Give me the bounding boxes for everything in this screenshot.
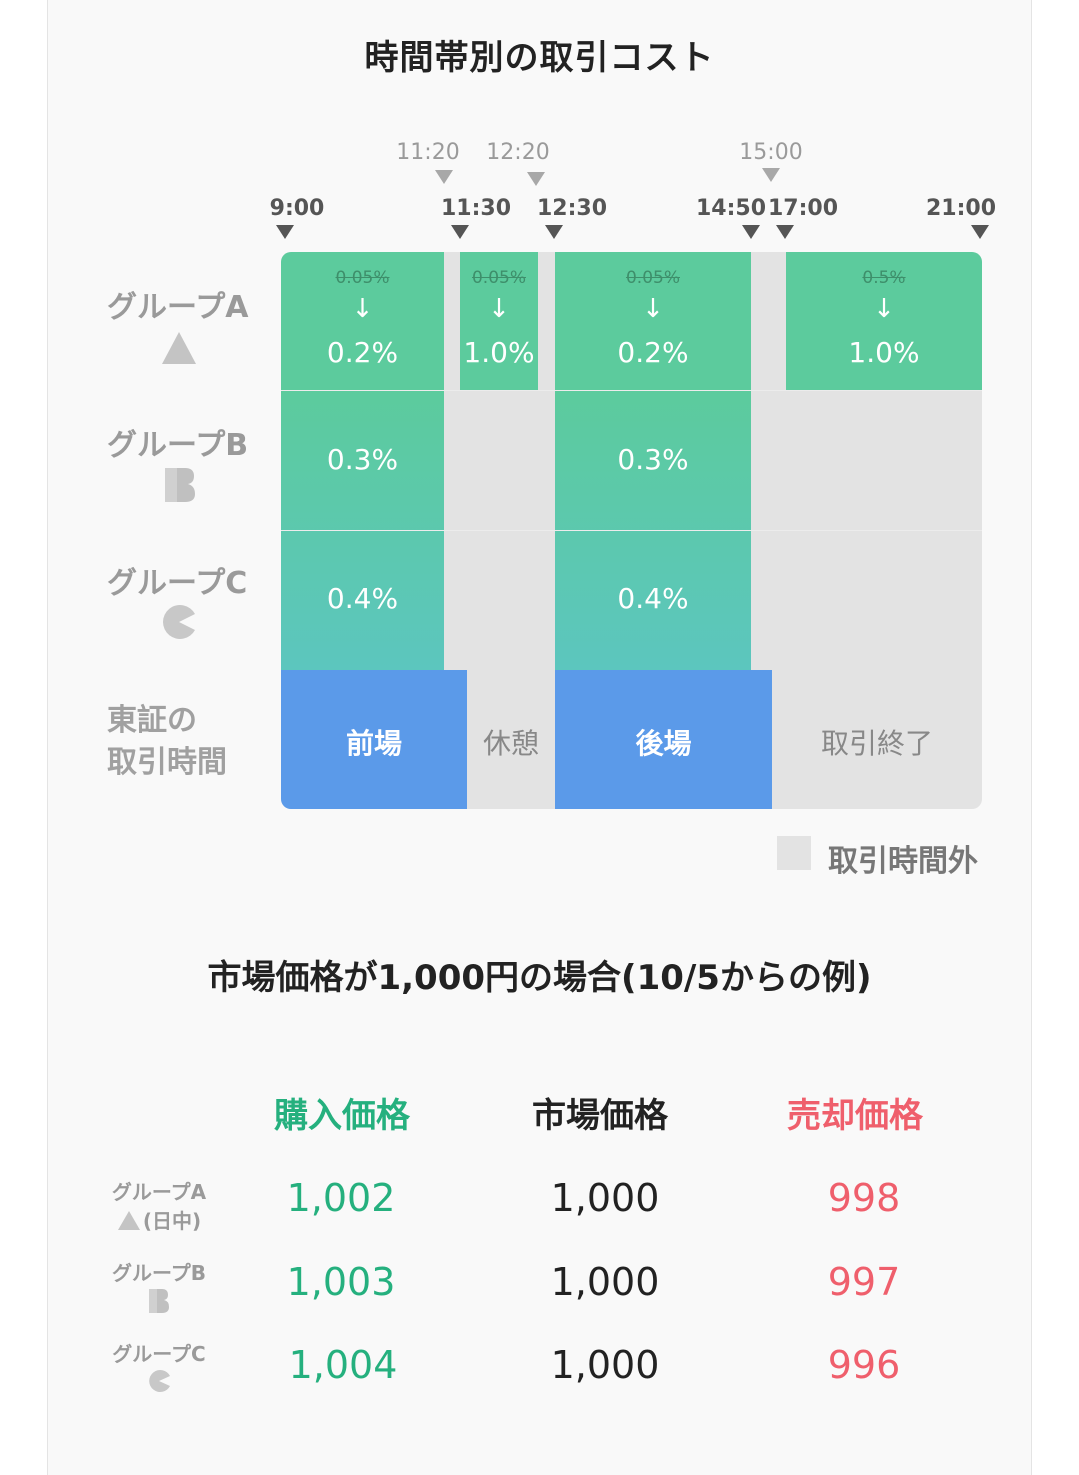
pacman-icon bbox=[163, 605, 195, 639]
time-label-2100: 21:00 bbox=[925, 196, 997, 221]
group-b-rate-afternoon: 0.3% bbox=[617, 443, 689, 476]
session-afternoon-label: 後場 bbox=[635, 727, 692, 760]
buy-price-c: 1,004 bbox=[288, 1343, 398, 1387]
new-rate: 1.0% bbox=[463, 336, 535, 369]
legend-label-off-hours: 取引時間外 bbox=[828, 844, 978, 879]
session-morning-label: 前場 bbox=[345, 727, 402, 760]
header-sell-price: 売却価格 bbox=[787, 1096, 923, 1136]
session-morning: 前場 bbox=[281, 670, 467, 809]
time-label-1130: 11:30 bbox=[440, 196, 512, 221]
marker-1130 bbox=[451, 225, 469, 239]
example-row-label-a: グループA (日中) bbox=[100, 1176, 218, 1234]
marker-1220 bbox=[527, 172, 545, 186]
triangle-icon bbox=[162, 332, 196, 364]
marker-1450 bbox=[742, 225, 760, 239]
time-label-1220: 12:20 bbox=[486, 140, 550, 165]
group-a-cell-evening: 0.5% ↓ 1.0% bbox=[786, 252, 982, 390]
session-closed-label: 取引終了 bbox=[820, 727, 933, 760]
down-arrow-icon: ↓ bbox=[488, 294, 510, 324]
marker-1500 bbox=[762, 168, 780, 182]
down-arrow-icon: ↓ bbox=[642, 294, 664, 324]
new-rate: 0.2% bbox=[617, 336, 689, 369]
new-rate: 0.2% bbox=[326, 336, 399, 369]
old-rate: 0.5% bbox=[862, 268, 906, 288]
session-closed: 取引終了 bbox=[772, 670, 982, 809]
row-divider bbox=[281, 530, 982, 531]
example-title: 市場価格が1,000円の場合(10/5からの例) bbox=[207, 958, 872, 998]
sell-price-c: 996 bbox=[827, 1343, 901, 1387]
buy-price-a: 1,002 bbox=[286, 1176, 396, 1220]
new-rate: 1.0% bbox=[848, 336, 920, 369]
letter-b-icon bbox=[149, 1289, 169, 1313]
example-row-label-c-text: グループC bbox=[112, 1342, 206, 1366]
market-price-a: 1,000 bbox=[550, 1176, 660, 1220]
session-afternoon: 後場 bbox=[555, 670, 772, 809]
example-row-label-a-text: グループA bbox=[111, 1180, 207, 1204]
session-break: 休憩 bbox=[467, 670, 555, 809]
group-b-rate-morning: 0.3% bbox=[326, 443, 399, 476]
time-label-1700: 17:00 bbox=[767, 196, 839, 221]
marker-1700 bbox=[776, 225, 794, 239]
sell-price-b: 997 bbox=[827, 1260, 901, 1304]
group-c-rate-morning: 0.4% bbox=[326, 582, 399, 615]
time-label-1120: 11:20 bbox=[396, 140, 460, 165]
time-label-900: 9:00 bbox=[269, 196, 325, 221]
marker-1120 bbox=[435, 170, 453, 184]
pacman-icon bbox=[149, 1370, 170, 1392]
time-label-1230: 12:30 bbox=[536, 196, 608, 221]
letter-b-icon bbox=[165, 468, 195, 502]
session-break-label: 休憩 bbox=[482, 727, 539, 760]
group-a-cell-morning: 0.05% ↓ 0.2% bbox=[281, 252, 444, 390]
example-row-label-c: グループC bbox=[100, 1338, 218, 1398]
time-label-1500: 15:00 bbox=[739, 140, 803, 165]
marker-1230 bbox=[545, 225, 563, 239]
legend-swatch-off-hours bbox=[777, 836, 811, 870]
example-row-label-a-sub: (日中) bbox=[142, 1209, 202, 1233]
old-rate: 0.05% bbox=[625, 268, 680, 288]
session-label-line-2: 取引時間 bbox=[107, 745, 227, 780]
row-label-session: 東証の 取引時間 bbox=[107, 700, 227, 784]
triangle-icon bbox=[117, 1210, 140, 1230]
market-price-c: 1,000 bbox=[550, 1343, 660, 1387]
example-row-label-b: グループB bbox=[100, 1257, 218, 1319]
header-buy-price: 購入価格 bbox=[274, 1096, 410, 1136]
old-rate: 0.05% bbox=[335, 268, 390, 288]
example-row-label-b-text: グループB bbox=[111, 1261, 207, 1285]
row-label-group-c: グループC bbox=[107, 566, 248, 601]
marker-2100 bbox=[971, 225, 989, 239]
down-arrow-icon: ↓ bbox=[351, 294, 374, 324]
sell-price-a: 998 bbox=[827, 1176, 901, 1220]
old-rate: 0.05% bbox=[471, 268, 526, 288]
time-label-1450: 14:50 bbox=[695, 196, 767, 221]
down-arrow-icon: ↓ bbox=[873, 294, 895, 324]
marker-900 bbox=[276, 225, 294, 239]
header-market-price: 市場価格 bbox=[532, 1096, 668, 1136]
row-divider bbox=[281, 390, 982, 391]
group-c-rate-afternoon: 0.4% bbox=[617, 582, 689, 615]
group-a-cell-break: 0.05% ↓ 1.0% bbox=[460, 252, 538, 390]
group-a-cell-afternoon: 0.05% ↓ 0.2% bbox=[555, 252, 751, 390]
session-label-line-1: 東証の bbox=[107, 703, 197, 738]
market-price-b: 1,000 bbox=[550, 1260, 660, 1304]
row-label-group-a: グループA bbox=[107, 290, 249, 325]
row-label-group-b: グループB bbox=[107, 428, 249, 463]
schedule-title: 時間帯別の取引コスト bbox=[364, 38, 715, 78]
buy-price-b: 1,003 bbox=[286, 1260, 396, 1304]
